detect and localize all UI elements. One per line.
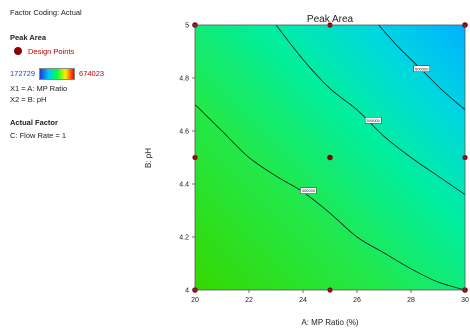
- range-max: 674023: [79, 69, 105, 79]
- design-point: [327, 154, 333, 161]
- x-tick-label: 28: [407, 297, 415, 304]
- contour-line: [194, 104, 466, 291]
- range-min: 172729: [10, 69, 36, 79]
- y-tick-label: 4.2: [179, 235, 189, 242]
- actual-factor-value: C: Flow Rate = 1: [10, 131, 67, 141]
- contour-label: 600000: [415, 66, 429, 71]
- design-points-legend: Design Points: [10, 47, 170, 56]
- contour-label-box: [300, 187, 317, 194]
- y-tick-label: 4.8: [179, 76, 189, 83]
- x-tick-label: 26: [353, 297, 361, 304]
- y-axis-label: B: pH: [144, 148, 153, 168]
- color-gradient-bar: [39, 68, 76, 81]
- x2-label: X2 = B: pH: [10, 94, 47, 104]
- factor-coding: Factor Coding: Actual: [10, 8, 82, 17]
- x-tick-label: 24: [299, 297, 307, 304]
- x-tick-label: 30: [461, 297, 469, 304]
- x1-label: X1 = A: MP Ratio: [10, 84, 68, 94]
- y-tick-label: 4: [185, 288, 189, 295]
- x-tick-label: 22: [245, 297, 253, 304]
- left-panel: Factor Coding: Actual Peak Area Design P…: [10, 8, 170, 142]
- y-tick-label: 4.6: [179, 129, 189, 136]
- design-points-label: Design Points: [28, 46, 75, 56]
- plot-frame: [194, 24, 466, 291]
- x-axis-label: A: MP Ratio (%): [301, 318, 359, 327]
- chart-title: Peak Area: [307, 14, 354, 25]
- contour-label: 400000: [302, 188, 316, 193]
- x-tick-label: 20: [191, 297, 199, 304]
- response-title: Peak Area: [10, 33, 46, 43]
- y-tick-label: 5: [185, 23, 189, 30]
- actual-factor-title: Actual Factor: [10, 117, 58, 127]
- design-point-marker-icon: [14, 47, 22, 56]
- contour-label-box: [364, 117, 382, 124]
- color-range: 172729 674023: [10, 68, 170, 81]
- contour-label: 500000: [367, 118, 381, 123]
- y-tick-label: 4.4: [179, 182, 189, 189]
- contour-label-box: [413, 65, 431, 72]
